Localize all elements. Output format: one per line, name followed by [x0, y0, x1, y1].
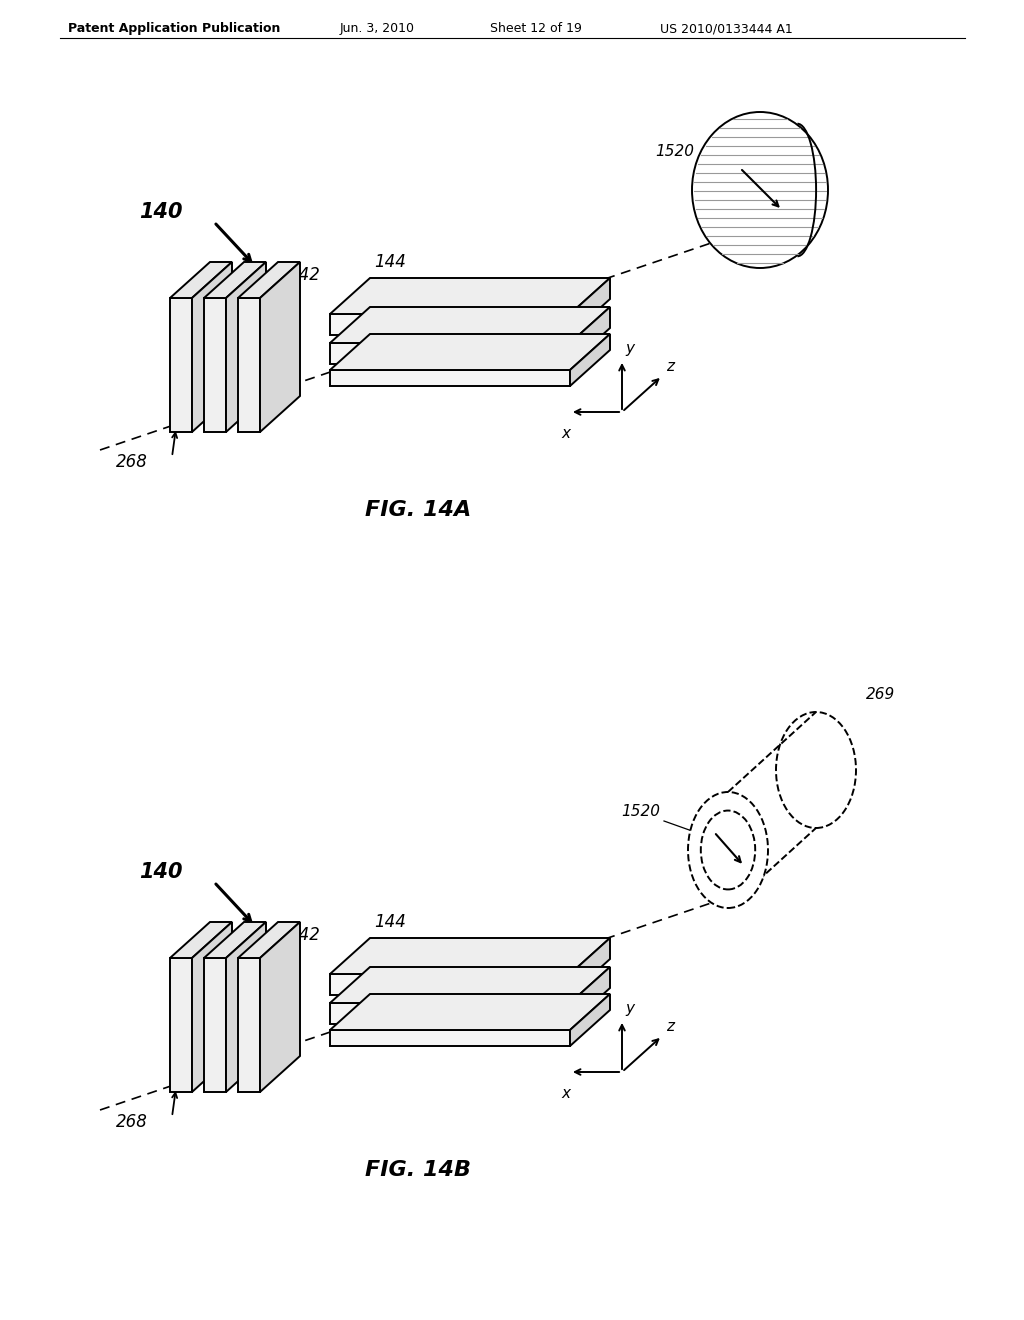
Text: Jun. 3, 2010: Jun. 3, 2010: [340, 22, 415, 36]
Polygon shape: [330, 968, 610, 1003]
Text: 140: 140: [139, 862, 183, 882]
Text: -269: -269: [748, 213, 782, 227]
Polygon shape: [170, 298, 193, 432]
Polygon shape: [570, 994, 610, 1045]
Polygon shape: [204, 261, 266, 298]
Polygon shape: [238, 298, 260, 432]
Polygon shape: [238, 958, 260, 1092]
Polygon shape: [204, 298, 226, 432]
Polygon shape: [260, 921, 300, 1092]
Text: FIG. 14B: FIG. 14B: [365, 1160, 471, 1180]
Polygon shape: [570, 939, 610, 995]
Text: 144: 144: [374, 253, 406, 271]
Text: 268: 268: [116, 453, 148, 471]
Text: 144: 144: [374, 913, 406, 931]
Polygon shape: [330, 334, 610, 370]
Polygon shape: [330, 343, 570, 364]
Text: Patent Application Publication: Patent Application Publication: [68, 22, 281, 36]
Polygon shape: [170, 921, 232, 958]
Polygon shape: [193, 921, 232, 1092]
Text: y: y: [625, 341, 634, 356]
Text: 1520: 1520: [655, 144, 694, 158]
Polygon shape: [330, 974, 570, 995]
Polygon shape: [570, 334, 610, 385]
Polygon shape: [570, 308, 610, 364]
Polygon shape: [330, 1003, 570, 1024]
Polygon shape: [204, 921, 266, 958]
Text: 1520: 1520: [621, 804, 660, 818]
Text: US 2010/0133444 A1: US 2010/0133444 A1: [660, 22, 793, 36]
Text: 142: 142: [288, 927, 319, 944]
Polygon shape: [226, 261, 266, 432]
Polygon shape: [204, 958, 226, 1092]
Text: FIG. 14A: FIG. 14A: [365, 500, 471, 520]
Text: 269: 269: [866, 686, 895, 702]
Text: Sheet 12 of 19: Sheet 12 of 19: [490, 22, 582, 36]
Polygon shape: [330, 939, 610, 974]
Ellipse shape: [700, 810, 756, 890]
Polygon shape: [238, 921, 300, 958]
Ellipse shape: [692, 112, 828, 268]
Polygon shape: [170, 958, 193, 1092]
Text: 142: 142: [288, 267, 319, 284]
Polygon shape: [330, 1030, 570, 1045]
Polygon shape: [193, 261, 232, 432]
Text: y: y: [625, 1001, 634, 1016]
Polygon shape: [330, 279, 610, 314]
Polygon shape: [226, 921, 266, 1092]
Text: x: x: [561, 426, 570, 441]
Polygon shape: [570, 968, 610, 1024]
Ellipse shape: [688, 792, 768, 908]
Text: z: z: [666, 359, 674, 374]
Polygon shape: [238, 261, 300, 298]
Polygon shape: [330, 994, 610, 1030]
Text: z: z: [666, 1019, 674, 1034]
Text: x: x: [561, 1086, 570, 1101]
Polygon shape: [260, 261, 300, 432]
Text: 268: 268: [116, 1113, 148, 1131]
Polygon shape: [330, 308, 610, 343]
Text: 140: 140: [139, 202, 183, 222]
Polygon shape: [570, 279, 610, 335]
Polygon shape: [330, 370, 570, 385]
Polygon shape: [170, 261, 232, 298]
Ellipse shape: [776, 711, 856, 828]
Polygon shape: [330, 314, 570, 335]
